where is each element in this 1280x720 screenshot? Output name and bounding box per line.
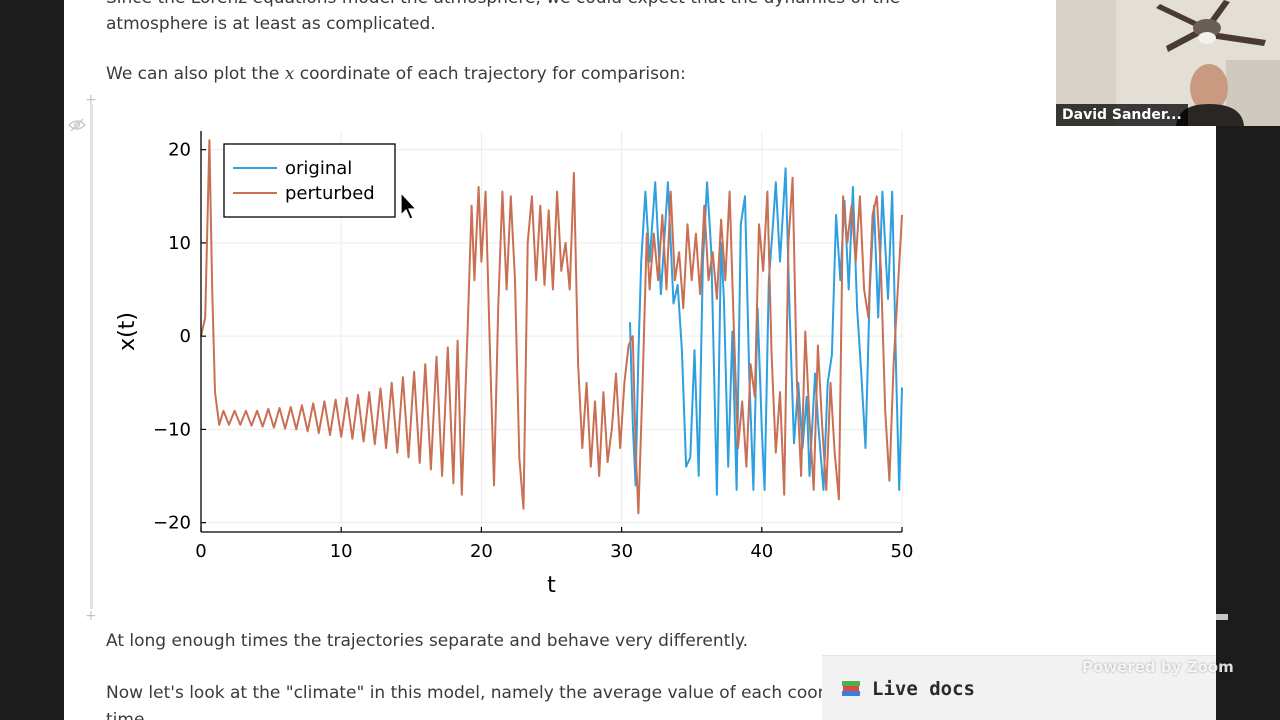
x-tick-label: 10: [330, 541, 353, 562]
paragraph-plot-intro: We can also plot the x coordinate of eac…: [106, 64, 686, 84]
x-axis-label: t: [547, 573, 556, 598]
paragraph-text: We can also plot the: [106, 64, 285, 84]
legend-label: perturbed: [285, 183, 375, 204]
live-docs-label: Live docs: [872, 678, 975, 700]
y-tick-label: −20: [153, 513, 191, 534]
notebook-page: Since the Lorenz equations model the atm…: [64, 0, 1216, 720]
y-tick-label: −10: [153, 419, 191, 440]
x-tick-label: 20: [470, 541, 493, 562]
legend-label: original: [285, 158, 352, 179]
plot-axes: 0 10 20 30 40 50 −20 −10 0 10 20 t x(t): [115, 131, 913, 598]
series-line-original: [629, 167, 903, 496]
plot-legend: original perturbed: [223, 143, 396, 218]
paragraph-text: Since the Lorenz equations model the atm…: [106, 0, 900, 8]
participant-name: David Sander...: [1056, 104, 1188, 126]
cell-output-bar[interactable]: [90, 104, 93, 609]
paragraph-text: coordinate of each trajectory for compar…: [294, 64, 686, 84]
zoom-watermark: Powered by Zoom: [1082, 658, 1234, 676]
series-line-perturbed: [200, 139, 903, 515]
y-tick-label: 0: [180, 326, 191, 347]
y-tick-label: 10: [168, 233, 191, 254]
x-tick-label: 0: [195, 541, 206, 562]
participant-video[interactable]: David Sander...: [1056, 0, 1280, 126]
x-tick-label: 40: [750, 541, 773, 562]
books-icon: [840, 678, 862, 703]
math-variable: x: [284, 64, 295, 84]
add-cell-button[interactable]: +: [85, 92, 97, 108]
paragraph-text: time: [106, 710, 145, 720]
y-axis-label: x(t): [115, 312, 140, 351]
paragraph-text: atmosphere is at least as complicated.: [106, 14, 436, 34]
mit-logo: [1158, 606, 1228, 648]
add-cell-button[interactable]: +: [85, 608, 97, 624]
live-docs-panel[interactable]: Live docs: [822, 655, 1216, 720]
legend-box: [223, 143, 396, 218]
cursor-arrow-icon: [400, 192, 418, 220]
trajectory-plot: 0 10 20 30 40 50 −20 −10 0 10 20 t x(t) original pert…: [115, 131, 913, 598]
paragraph-text: Now let's look at the "climate" in this …: [106, 683, 879, 703]
x-tick-label: 30: [610, 541, 633, 562]
x-tick-label: 50: [891, 541, 914, 562]
paragraph-text: At long enough times the trajectories se…: [106, 631, 749, 651]
y-tick-label: 20: [168, 140, 191, 161]
eye-slash-icon[interactable]: [68, 118, 86, 137]
plot-lines: [200, 139, 903, 515]
